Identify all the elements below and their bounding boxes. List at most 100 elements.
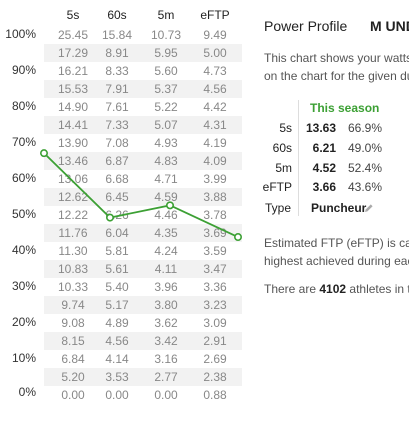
table-cell: 0.00 <box>105 388 129 402</box>
season-header: This season <box>310 101 380 115</box>
percent-label: 50% <box>11 207 36 221</box>
column-header-60s: 60s <box>107 8 127 22</box>
stat-percentile: 52.4% <box>348 161 383 175</box>
table-row: 14.41 7.33 5.07 4.31 <box>44 116 242 134</box>
percent-label: 80% <box>11 99 36 113</box>
column-header-5m: 5m <box>157 8 175 22</box>
table-cell: 6.68 <box>105 172 129 186</box>
table-cell: 13.90 <box>57 136 89 150</box>
table-row: 12.22 6.26 4.46 3.78 <box>44 206 242 224</box>
table-row: 10.83 5.61 4.11 3.47 <box>44 260 242 278</box>
table-cell: 5.37 <box>154 82 178 96</box>
pencil-icon[interactable] <box>364 203 374 213</box>
table-cell: 5.17 <box>105 298 129 312</box>
percent-label: 30% <box>11 279 36 293</box>
percent-label: 70% <box>11 135 36 149</box>
table-cell: 4.83 <box>154 154 178 168</box>
data-point-5s[interactable] <box>39 149 49 158</box>
athlete-count-suffix: athletes in t <box>346 282 409 296</box>
percent-label: 40% <box>11 243 36 257</box>
percent-label: 60% <box>11 171 36 185</box>
table-cell: 5.00 <box>203 46 227 60</box>
data-point-eftp[interactable] <box>234 233 243 242</box>
stat-value: 4.52 <box>312 161 336 175</box>
table-row: 13.06 6.68 4.71 3.99 <box>44 170 242 188</box>
table-cell: 7.91 <box>105 82 129 96</box>
table-cell: 4.42 <box>203 100 227 114</box>
table-row: 6.84 4.14 3.16 2.69 <box>44 350 242 368</box>
table-row: 16.21 8.33 5.60 4.73 <box>44 62 242 80</box>
table-row: 13.90 7.08 4.93 4.19 <box>44 134 242 152</box>
table-cell: 0.00 <box>154 388 178 402</box>
table-cell: 5.07 <box>154 118 178 132</box>
table-cell: 4.24 <box>154 244 178 258</box>
table-cell: 5.81 <box>105 244 129 258</box>
table-cell: 14.90 <box>57 100 89 114</box>
chart-description-line-1: This chart shows your watts <box>264 51 409 65</box>
chart-description-line-2: on the chart for the given du <box>264 69 409 83</box>
stat-percentile: 49.0% <box>348 141 383 155</box>
table-cell: 3.42 <box>154 334 178 348</box>
table-cell: 15.84 <box>101 28 133 42</box>
table-cell: 2.77 <box>154 370 178 384</box>
table-cell: 8.15 <box>61 334 85 348</box>
table-cell: 4.93 <box>154 136 178 150</box>
table-cell: 4.14 <box>105 352 129 366</box>
table-cell: 9.74 <box>61 298 85 312</box>
stat-label: 5m <box>275 161 292 175</box>
table-cell: 4.71 <box>154 172 178 186</box>
table-cell: 7.61 <box>105 100 129 114</box>
percent-label: 100% <box>5 27 36 41</box>
table-cell: 25.45 <box>57 28 89 42</box>
table-cell: 5.22 <box>154 100 178 114</box>
table-cell: 3.53 <box>105 370 129 384</box>
table-cell: 4.56 <box>105 334 129 348</box>
table-row: 11.76 6.04 4.35 3.69 <box>44 224 242 242</box>
table-row: 8.15 4.56 3.42 2.91 <box>44 332 242 350</box>
type-label: Type <box>265 201 292 215</box>
table-row: 15.53 7.91 5.37 4.56 <box>44 80 242 98</box>
eftp-description-line-1: Estimated FTP (eFTP) is ca <box>264 236 409 250</box>
table-cell: 4.89 <box>105 316 129 330</box>
table-cell: 5.61 <box>105 262 129 276</box>
stat-value: 3.66 <box>312 180 336 194</box>
table-cell: 5.95 <box>154 46 178 60</box>
stat-percentile: 66.9% <box>348 121 383 135</box>
table-cell: 11.30 <box>58 244 88 258</box>
table-cell: 3.36 <box>203 280 227 294</box>
data-point-5m[interactable] <box>166 201 175 210</box>
table-cell: 12.62 <box>57 190 89 204</box>
athlete-count-text: There are 4102 athletes in t <box>264 280 409 298</box>
table-cell: 13.06 <box>57 172 89 186</box>
percent-label: 0% <box>18 385 36 399</box>
stat-label: 5s <box>279 121 292 135</box>
table-cell: 3.78 <box>203 208 227 222</box>
table-cell: 3.96 <box>154 280 178 294</box>
stat-label: 60s <box>272 141 292 155</box>
table-cell: 2.91 <box>203 334 227 348</box>
eftp-description-line-2: highest achieved during eac <box>264 254 409 268</box>
table-cell: 15.53 <box>57 82 89 96</box>
table-cell: 10.33 <box>57 280 89 294</box>
power-profile-chart <box>39 149 243 242</box>
table-cell: 3.16 <box>154 352 178 366</box>
table-row: 13.46 6.87 4.83 4.09 <box>44 152 242 170</box>
column-header-eftp: eFTP <box>200 8 230 22</box>
table-cell: 6.04 <box>105 226 129 240</box>
table-cell: 12.22 <box>57 208 89 222</box>
table-cell: 4.56 <box>203 82 227 96</box>
table-cell: 3.99 <box>203 172 227 186</box>
table-cell: 4.19 <box>203 136 227 150</box>
table-cell: 3.23 <box>203 298 227 312</box>
table-cell: 5.20 <box>61 370 85 384</box>
table-cell: 2.38 <box>203 370 227 384</box>
table-cell: 3.88 <box>203 190 227 204</box>
table-cell: 7.33 <box>105 118 129 132</box>
table-row: 9.08 4.89 3.62 3.09 <box>44 314 242 332</box>
data-point-60s[interactable] <box>105 213 114 222</box>
table-cell: 4.11 <box>154 262 178 276</box>
table-cell: 13.46 <box>57 154 89 168</box>
table-row: 25.45 15.84 10.73 9.49 <box>44 26 242 44</box>
percent-label: 10% <box>11 351 36 365</box>
table-cell: 3.47 <box>203 262 227 276</box>
